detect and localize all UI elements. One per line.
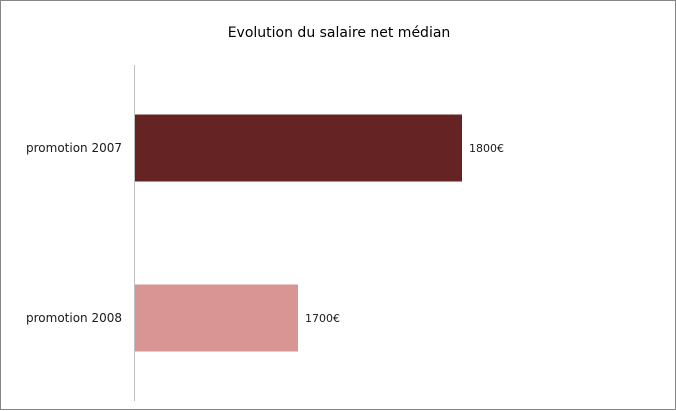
bar-1: [135, 114, 462, 182]
category-label-2: promotion 2008: [26, 311, 122, 325]
data-label-2: 1700€: [305, 312, 340, 325]
bar-2: [135, 284, 298, 352]
chart-title: Evolution du salaire net médian: [227, 25, 451, 41]
category-label-1: promotion 2007: [26, 141, 122, 155]
data-label-1: 1800€: [469, 142, 504, 155]
